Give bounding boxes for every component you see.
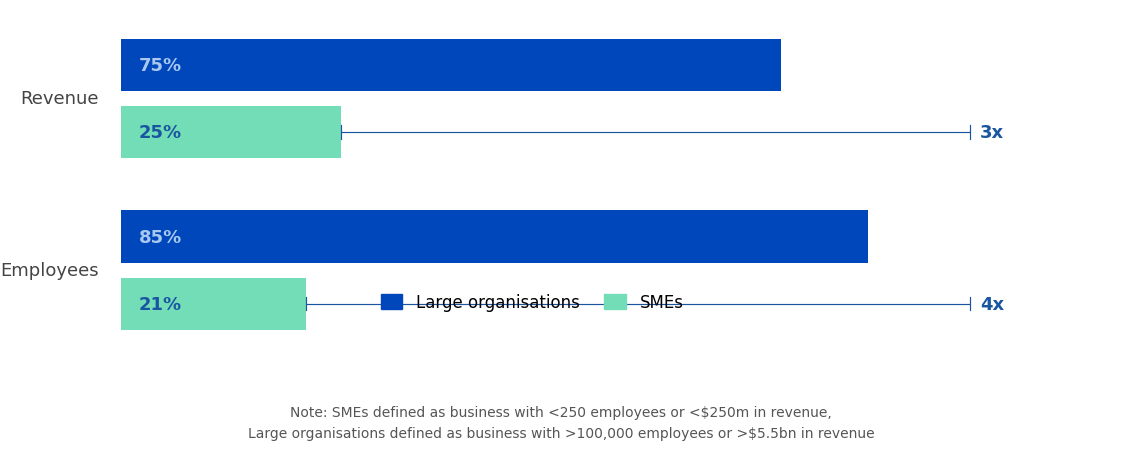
Text: 3x: 3x	[981, 124, 1004, 142]
Text: 21%: 21%	[139, 295, 182, 313]
Legend: Large organisations, SMEs: Large organisations, SMEs	[376, 289, 689, 317]
Bar	[121, 40, 781, 92]
Text: Revenue: Revenue	[20, 90, 99, 108]
Text: 4x: 4x	[981, 295, 1004, 313]
Text: 75%: 75%	[139, 57, 182, 75]
Bar	[121, 278, 305, 330]
Text: Employees: Employees	[0, 262, 99, 280]
Bar	[121, 211, 868, 263]
Text: 25%: 25%	[139, 124, 182, 142]
Text: Note: SMEs defined as business with <250 employees or <$250m in revenue,
Large o: Note: SMEs defined as business with <250…	[248, 405, 874, 440]
Bar	[121, 106, 341, 159]
Text: 85%: 85%	[139, 228, 182, 246]
